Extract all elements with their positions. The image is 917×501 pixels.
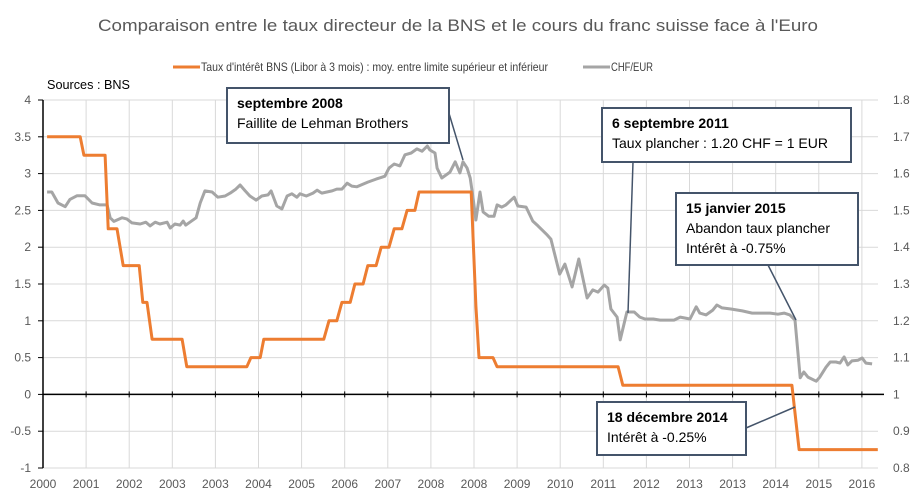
chart-title: Comparaison entre le taux directeur de l… [98, 16, 818, 35]
series [47, 135, 878, 452]
x-tick-label: 2016 [849, 477, 876, 491]
legend: Taux d'intérêt BNS (Libor à 3 mois) : mo… [173, 60, 653, 74]
y-left-tick-label: 2.5 [14, 203, 31, 217]
x-tick-label: 2009 [504, 477, 531, 491]
x-tick-label: 2004 [245, 477, 272, 491]
series-line-rate [47, 135, 878, 452]
legend-label-chf: CHF/EUR [611, 60, 653, 74]
callout-box [596, 401, 747, 456]
y-left-tick-label: 2 [24, 240, 31, 254]
legend-label-rate: Taux d'intérêt BNS (Libor à 3 mois) : mo… [201, 60, 548, 74]
y-right-tick-label: 1 [893, 387, 900, 401]
annotation-callout: 15 janvier 2015 Abandon taux plancher Inté… [675, 192, 859, 321]
x-tick-label: 2003 [202, 477, 229, 491]
x-tick-label: 2011 [590, 477, 616, 491]
series-line-chf-eur [47, 144, 873, 383]
callout-title: 15 janvier 2015 [686, 200, 786, 216]
callout-text: Abandon taux plancher [686, 220, 830, 236]
y-left-tick-label: -0.5 [10, 424, 31, 438]
callout-title: 18 décembre 2014 [607, 409, 728, 425]
y-right-tick-label: 1.8 [893, 93, 910, 107]
y-left-tick-label: 1.5 [14, 277, 31, 291]
callout-text: Intérêt à -0.25% [607, 429, 707, 445]
callout-title: 6 septembre 2011 [612, 115, 729, 131]
x-tick-label: 2010 [547, 477, 574, 491]
y-left-tick-label: 3.5 [14, 130, 31, 144]
y-left-tick-label: 1 [24, 314, 31, 328]
callout-box [601, 107, 852, 163]
annotation-callout: 6 septembre 2011 Taux plancher : 1.20 CHF… [601, 107, 852, 314]
x-tick-label: 2008 [461, 477, 488, 491]
x-tick-label: 2000 [30, 477, 57, 491]
x-tick-label: 2012 [633, 477, 660, 491]
y-right-tick-label: 1.6 [893, 167, 910, 181]
callout-title: septembre 2008 [237, 95, 343, 111]
callout-box [675, 192, 859, 266]
x-tick-label: 2005 [288, 477, 315, 491]
callout-text: Taux plancher : 1.20 CHF = 1 EUR [612, 135, 828, 151]
x-tick-label: 2007 [374, 477, 401, 491]
x-tick-label: 2006 [331, 477, 358, 491]
x-tick-label: 2003 [159, 477, 186, 491]
y-left-tick-label: 4 [24, 93, 31, 107]
x-tick-label: 2013 [676, 477, 703, 491]
annotation-callout: septembre 2008 Faillite de Lehman Brother… [226, 87, 464, 161]
y-right-tick-label: 1.2 [893, 314, 910, 328]
y-left-tick-label: 0 [24, 387, 31, 401]
callout-box [226, 87, 450, 144]
y-right-tick-label: 1.4 [893, 240, 910, 254]
annotations: septembre 2008 Faillite de Lehman Brother… [226, 87, 859, 456]
x-tick-label: 2008 [418, 477, 445, 491]
y-left-tick-label: 3 [24, 167, 31, 181]
y-right-tick-label: 1.7 [893, 130, 910, 144]
x-tick-label: 2001 [73, 477, 100, 491]
y-right-tick-label: 1.5 [893, 203, 910, 217]
callout-leader-line [745, 406, 796, 429]
source-label: Sources : BNS [47, 77, 130, 92]
x-tick-label: 2015 [805, 477, 832, 491]
callout-text: Intérêt à -0.75% [686, 240, 786, 256]
callout-text: Faillite de Lehman Brothers [237, 115, 408, 131]
callout-leader-line [627, 161, 634, 314]
y-right-tick-label: 0.8 [893, 461, 910, 475]
y-left-tick-label: -1 [20, 461, 31, 475]
axes: 4 3.5 3 2.5 2 1.5 1 0.5 0 -0.5 -1 1.8 1.7 1.6 1.5 1.4 1.… [10, 93, 910, 491]
y-left-tick-label: 0.5 [14, 351, 31, 365]
x-tick-label: 2014 [762, 477, 789, 491]
x-tick-label: 2002 [116, 477, 143, 491]
annotation-callout: 18 décembre 2014 Intérêt à -0.25% [596, 401, 796, 456]
x-tick-label: 2013 [719, 477, 746, 491]
y-right-tick-label: 1.3 [893, 277, 910, 291]
callout-leader-line [447, 109, 464, 161]
y-right-tick-label: 1.1 [893, 351, 910, 365]
callout-leader-line [767, 264, 797, 321]
y-right-tick-label: 0.9 [893, 424, 910, 438]
